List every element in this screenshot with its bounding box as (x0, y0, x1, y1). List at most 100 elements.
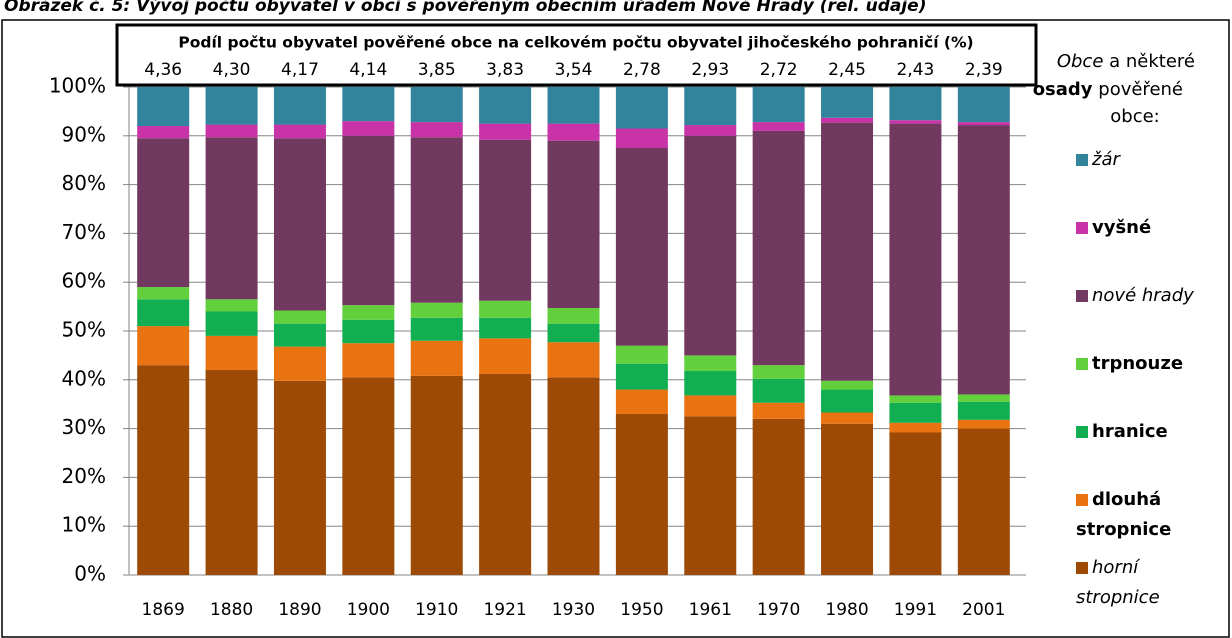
bar-segment (547, 323, 600, 343)
legend-label: žár (1091, 149, 1121, 170)
legend-title-part: pověřené (1093, 79, 1183, 100)
bar-segment (273, 323, 326, 347)
bar-segment (273, 346, 326, 381)
bar-segment (615, 363, 668, 390)
header-value: 2,39 (965, 60, 1003, 80)
bar-segment (479, 123, 532, 140)
bar-segment (615, 345, 668, 364)
bar-segment (342, 343, 395, 378)
bar-segment (889, 402, 942, 423)
y-tick-label: 40% (62, 366, 106, 390)
bar-segment (889, 87, 942, 121)
y-tick-label: 0% (74, 562, 106, 586)
header-title: Podíl počtu obyvatel pověřené obce na ce… (178, 34, 973, 52)
x-tick-label: 1991 (894, 600, 937, 620)
x-tick-label: 1910 (415, 600, 458, 620)
bar-segment (205, 370, 258, 575)
bar-segment (615, 148, 668, 346)
bar-segment (821, 122, 874, 381)
bar-segment (205, 124, 258, 138)
bar-segment (205, 299, 258, 312)
legend-swatch (1076, 426, 1088, 438)
chart-frame (1, 19, 1230, 638)
bar-segment (479, 373, 532, 575)
bar-segment (342, 319, 395, 344)
legend-label-line: horní (1092, 557, 1141, 578)
legend-label-line: stropnice (1076, 519, 1171, 540)
bar-segment (821, 117, 874, 123)
bar-segment (752, 402, 805, 419)
legend-title-part: a některé (1103, 51, 1195, 72)
bar-segment (684, 125, 737, 136)
x-tick-label: 1900 (347, 600, 390, 620)
bar-segment (137, 87, 190, 127)
bar-segment (752, 130, 805, 366)
bar-segment (137, 299, 190, 327)
bar-segment (684, 416, 737, 575)
bar-segment (615, 87, 668, 129)
x-tick-label: 1950 (620, 600, 663, 620)
legend-swatch (1076, 222, 1088, 234)
bar-segment (410, 375, 463, 575)
bar-segment (479, 317, 532, 339)
bar-segment (684, 135, 737, 356)
header-value: 3,85 (418, 60, 456, 80)
bar-segment (273, 87, 326, 125)
bar-segment (615, 389, 668, 414)
bar-segment (479, 87, 532, 124)
legend-title-part: Obce (1057, 51, 1104, 72)
bar-segment (410, 122, 463, 138)
x-tick-label: 1880 (210, 600, 253, 620)
bar-segment (889, 123, 942, 396)
bar-segment (273, 138, 326, 311)
header-value: 4,30 (213, 60, 251, 80)
bar-segment (821, 389, 874, 413)
bar-segment (205, 335, 258, 371)
y-tick-label: 80% (62, 171, 106, 195)
bar-segment (684, 87, 737, 126)
header-value: 2,78 (623, 60, 661, 80)
bar-segment (889, 395, 942, 403)
x-tick-label: 1961 (689, 600, 732, 620)
header-box (115, 23, 1038, 87)
bar-segment (547, 123, 600, 141)
legend-label: hranice (1092, 421, 1168, 442)
y-tick-label: 50% (62, 318, 106, 342)
legend-title-part: obce: (1110, 106, 1159, 127)
y-tick-label: 100% (49, 74, 106, 98)
bar-segment (137, 326, 190, 366)
bar-segment (205, 311, 258, 336)
bar-segment (752, 378, 805, 403)
legend-title-part: osady (1033, 79, 1093, 100)
header-value: 2,93 (691, 60, 729, 80)
bar-segment (889, 432, 942, 575)
bar-segment (821, 412, 874, 424)
bar-segment (752, 365, 805, 379)
bar-segment (205, 87, 258, 125)
legend-label: trpnouze (1092, 353, 1183, 374)
x-tick-label: 1869 (142, 600, 185, 620)
y-tick-label: 90% (62, 122, 106, 146)
bar-segment (479, 300, 532, 318)
bar-segment (410, 137, 463, 303)
bar-segment (957, 401, 1010, 420)
legend-label-line: dlouhá (1092, 489, 1161, 510)
x-tick-label: 1970 (757, 600, 800, 620)
bar-segment (342, 87, 395, 122)
legend-swatch (1076, 562, 1088, 574)
header-value: 2,43 (896, 60, 934, 80)
header-value: 4,36 (144, 60, 182, 80)
bar-segment (821, 380, 874, 390)
bar-segment (684, 355, 737, 372)
legend-label: horní stropnice (1076, 557, 1160, 608)
bar-segment (957, 394, 1010, 402)
bar-segment (889, 120, 942, 124)
bar-segment (547, 308, 600, 324)
bar-segment (479, 139, 532, 301)
y-tick-label: 30% (62, 415, 106, 439)
bar-segment (410, 302, 463, 318)
legend-swatch (1076, 290, 1088, 302)
legend-label-line: stropnice (1076, 587, 1160, 608)
legend-title: obce: (1110, 106, 1159, 127)
